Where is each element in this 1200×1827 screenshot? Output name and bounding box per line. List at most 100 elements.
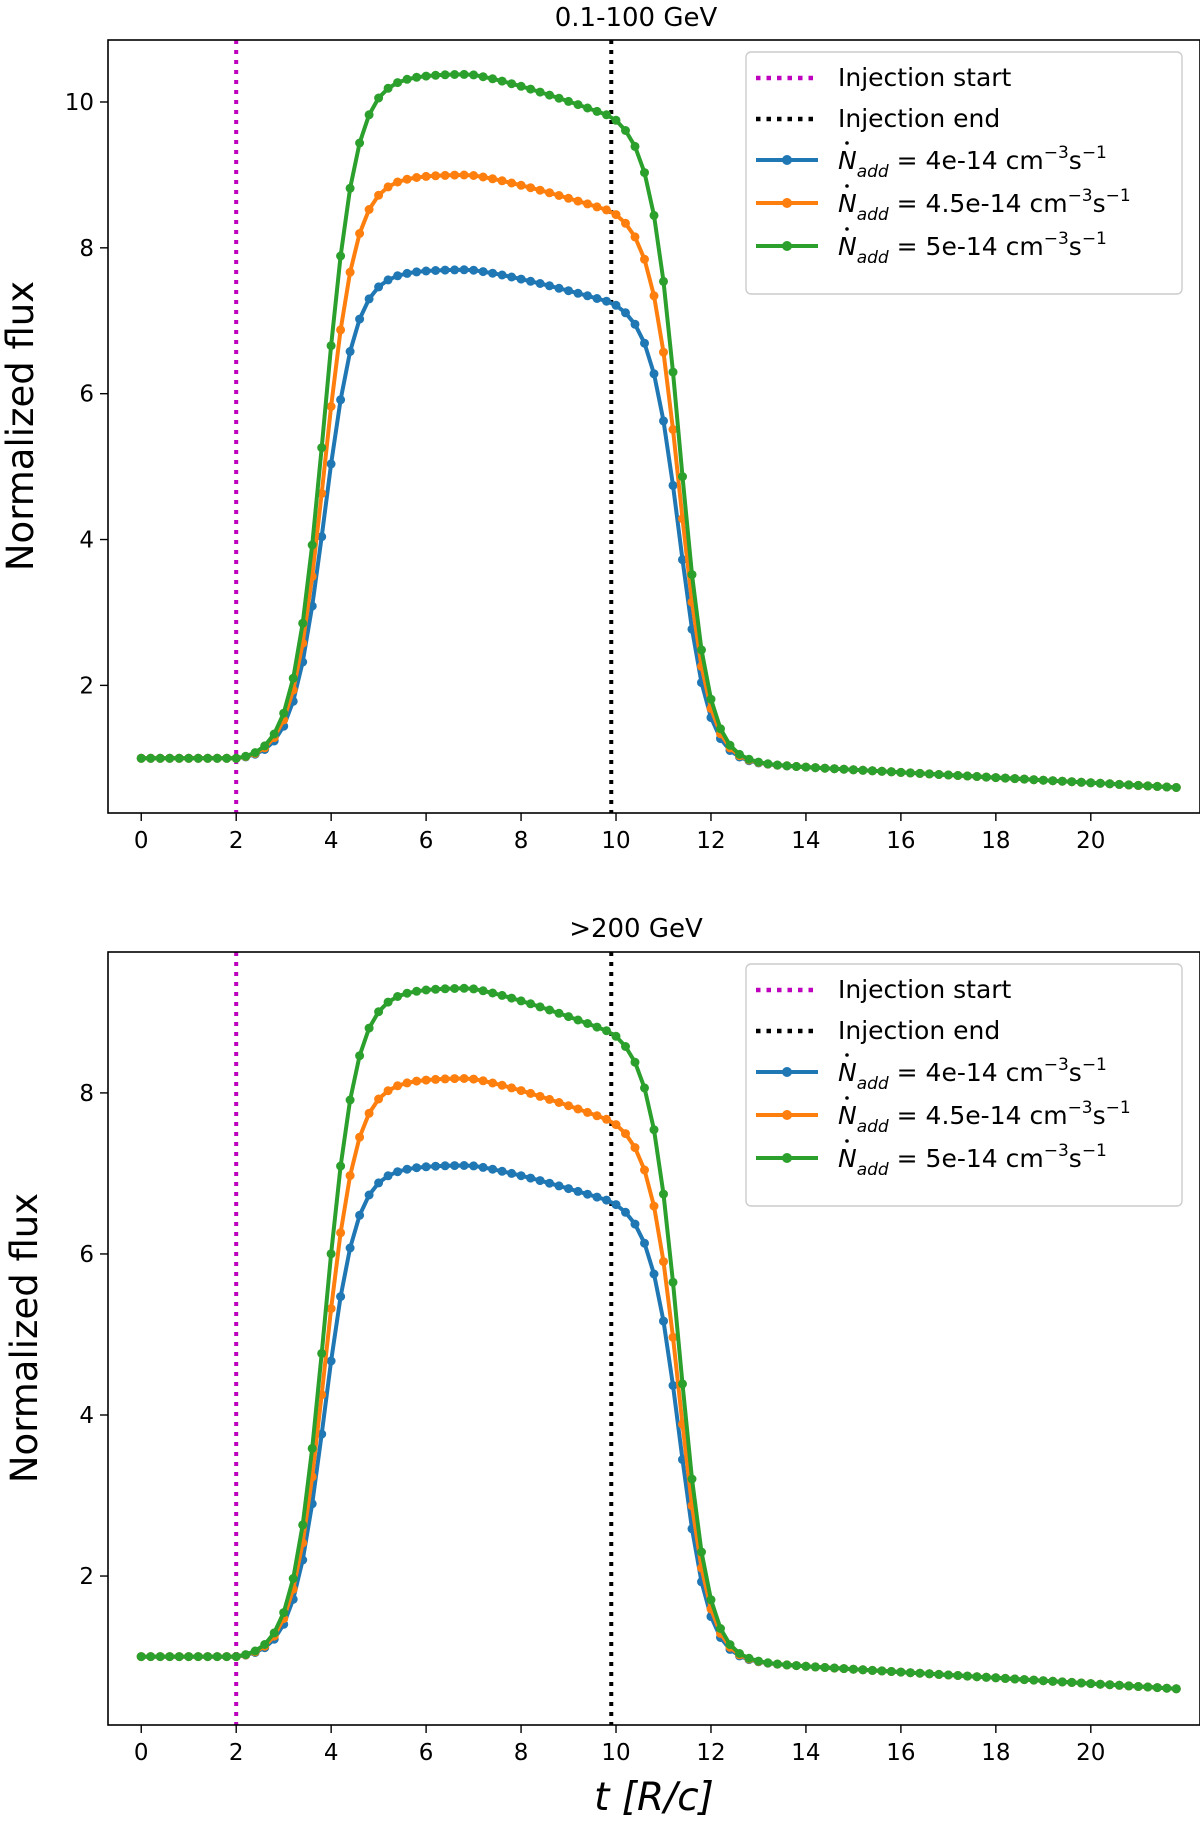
data-point — [611, 115, 621, 125]
data-point — [412, 986, 422, 996]
data-point — [393, 1167, 403, 1177]
data-point — [640, 254, 649, 264]
data-point — [488, 1164, 498, 1174]
data-point — [203, 1652, 213, 1662]
legend-marker — [782, 155, 792, 165]
data-point — [507, 178, 517, 188]
data-point — [383, 182, 393, 192]
panel-bottom: >200 GeV Normalized flux Injection start… — [3, 914, 1200, 1820]
data-point — [782, 761, 792, 771]
data-point — [516, 996, 526, 1006]
data-point — [810, 763, 820, 773]
data-point — [507, 1168, 517, 1178]
data-point — [1133, 780, 1143, 790]
data-point — [1038, 1676, 1048, 1686]
data-point — [383, 997, 393, 1007]
data-point — [602, 1195, 611, 1205]
data-point — [554, 191, 564, 200]
data-point — [659, 1257, 668, 1267]
data-point — [412, 72, 422, 82]
data-point — [526, 999, 536, 1009]
legend-dot-accent — [845, 1096, 849, 1100]
x-tick-label: 20 — [1076, 1740, 1105, 1766]
data-point — [630, 1219, 640, 1229]
data-point — [383, 1171, 393, 1181]
data-point — [1105, 779, 1115, 789]
data-point — [602, 296, 611, 306]
x-tick-label: 8 — [514, 1740, 529, 1766]
y-tick-label: 6 — [79, 1242, 94, 1268]
data-point — [564, 1012, 573, 1022]
x-tick-label: 16 — [886, 828, 915, 854]
axes-frame — [107, 951, 1200, 1726]
data-point — [288, 1574, 298, 1583]
data-point — [402, 268, 412, 278]
data-point — [801, 762, 811, 772]
series-0 — [136, 265, 1181, 792]
data-point — [943, 770, 953, 780]
data-point — [526, 1173, 536, 1183]
data-point — [545, 90, 554, 100]
data-point — [611, 210, 621, 220]
data-point — [1124, 1681, 1134, 1691]
y-tick-label: 8 — [79, 236, 94, 262]
data-point — [193, 1652, 203, 1662]
data-point — [336, 395, 346, 405]
data-point — [497, 270, 507, 280]
data-point — [848, 1664, 858, 1674]
data-point — [431, 171, 441, 181]
data-point — [469, 265, 479, 275]
data-point — [469, 984, 479, 994]
data-point — [905, 1668, 915, 1678]
data-point — [772, 1659, 782, 1669]
data-point — [839, 1664, 849, 1674]
data-point — [1143, 1682, 1153, 1692]
series-line — [141, 267, 1177, 790]
data-point — [431, 1074, 441, 1084]
data-point — [326, 459, 336, 469]
legend-dot-accent — [845, 141, 849, 145]
data-point — [412, 173, 422, 182]
data-point — [583, 1019, 592, 1028]
data-point — [497, 1166, 507, 1176]
data-point — [820, 1663, 830, 1672]
data-point — [516, 274, 526, 284]
data-point — [488, 1078, 498, 1088]
data-point — [991, 773, 1001, 783]
data-point — [317, 1348, 327, 1358]
x-tick-label: 12 — [696, 828, 725, 854]
data-point — [478, 1162, 488, 1172]
data-point — [450, 1074, 460, 1084]
data-point — [754, 1656, 763, 1666]
data-point — [659, 1189, 668, 1199]
data-point — [1076, 1678, 1086, 1688]
data-point — [307, 1443, 317, 1453]
data-point — [364, 110, 374, 120]
data-point — [602, 110, 611, 120]
data-point — [336, 1228, 346, 1238]
data-point — [545, 1094, 554, 1104]
data-point — [621, 1042, 630, 1051]
data-point — [374, 1007, 384, 1017]
data-point — [374, 93, 384, 103]
data-point — [573, 1186, 583, 1196]
data-point — [668, 480, 678, 490]
data-point — [744, 754, 754, 764]
data-point — [981, 1672, 991, 1682]
legend-dot-accent — [845, 227, 849, 231]
axes-frame — [107, 39, 1200, 814]
data-point — [991, 1673, 1001, 1683]
data-point — [450, 265, 460, 275]
data-point — [336, 1292, 346, 1302]
data-point — [659, 1316, 668, 1326]
data-point — [421, 1075, 431, 1085]
data-point — [488, 268, 498, 278]
data-point — [668, 1332, 678, 1342]
data-point — [336, 1161, 346, 1171]
data-point — [469, 1161, 479, 1171]
data-point — [450, 1161, 460, 1171]
data-point — [630, 232, 640, 242]
data-point — [1086, 1679, 1096, 1689]
data-point — [554, 1181, 564, 1191]
